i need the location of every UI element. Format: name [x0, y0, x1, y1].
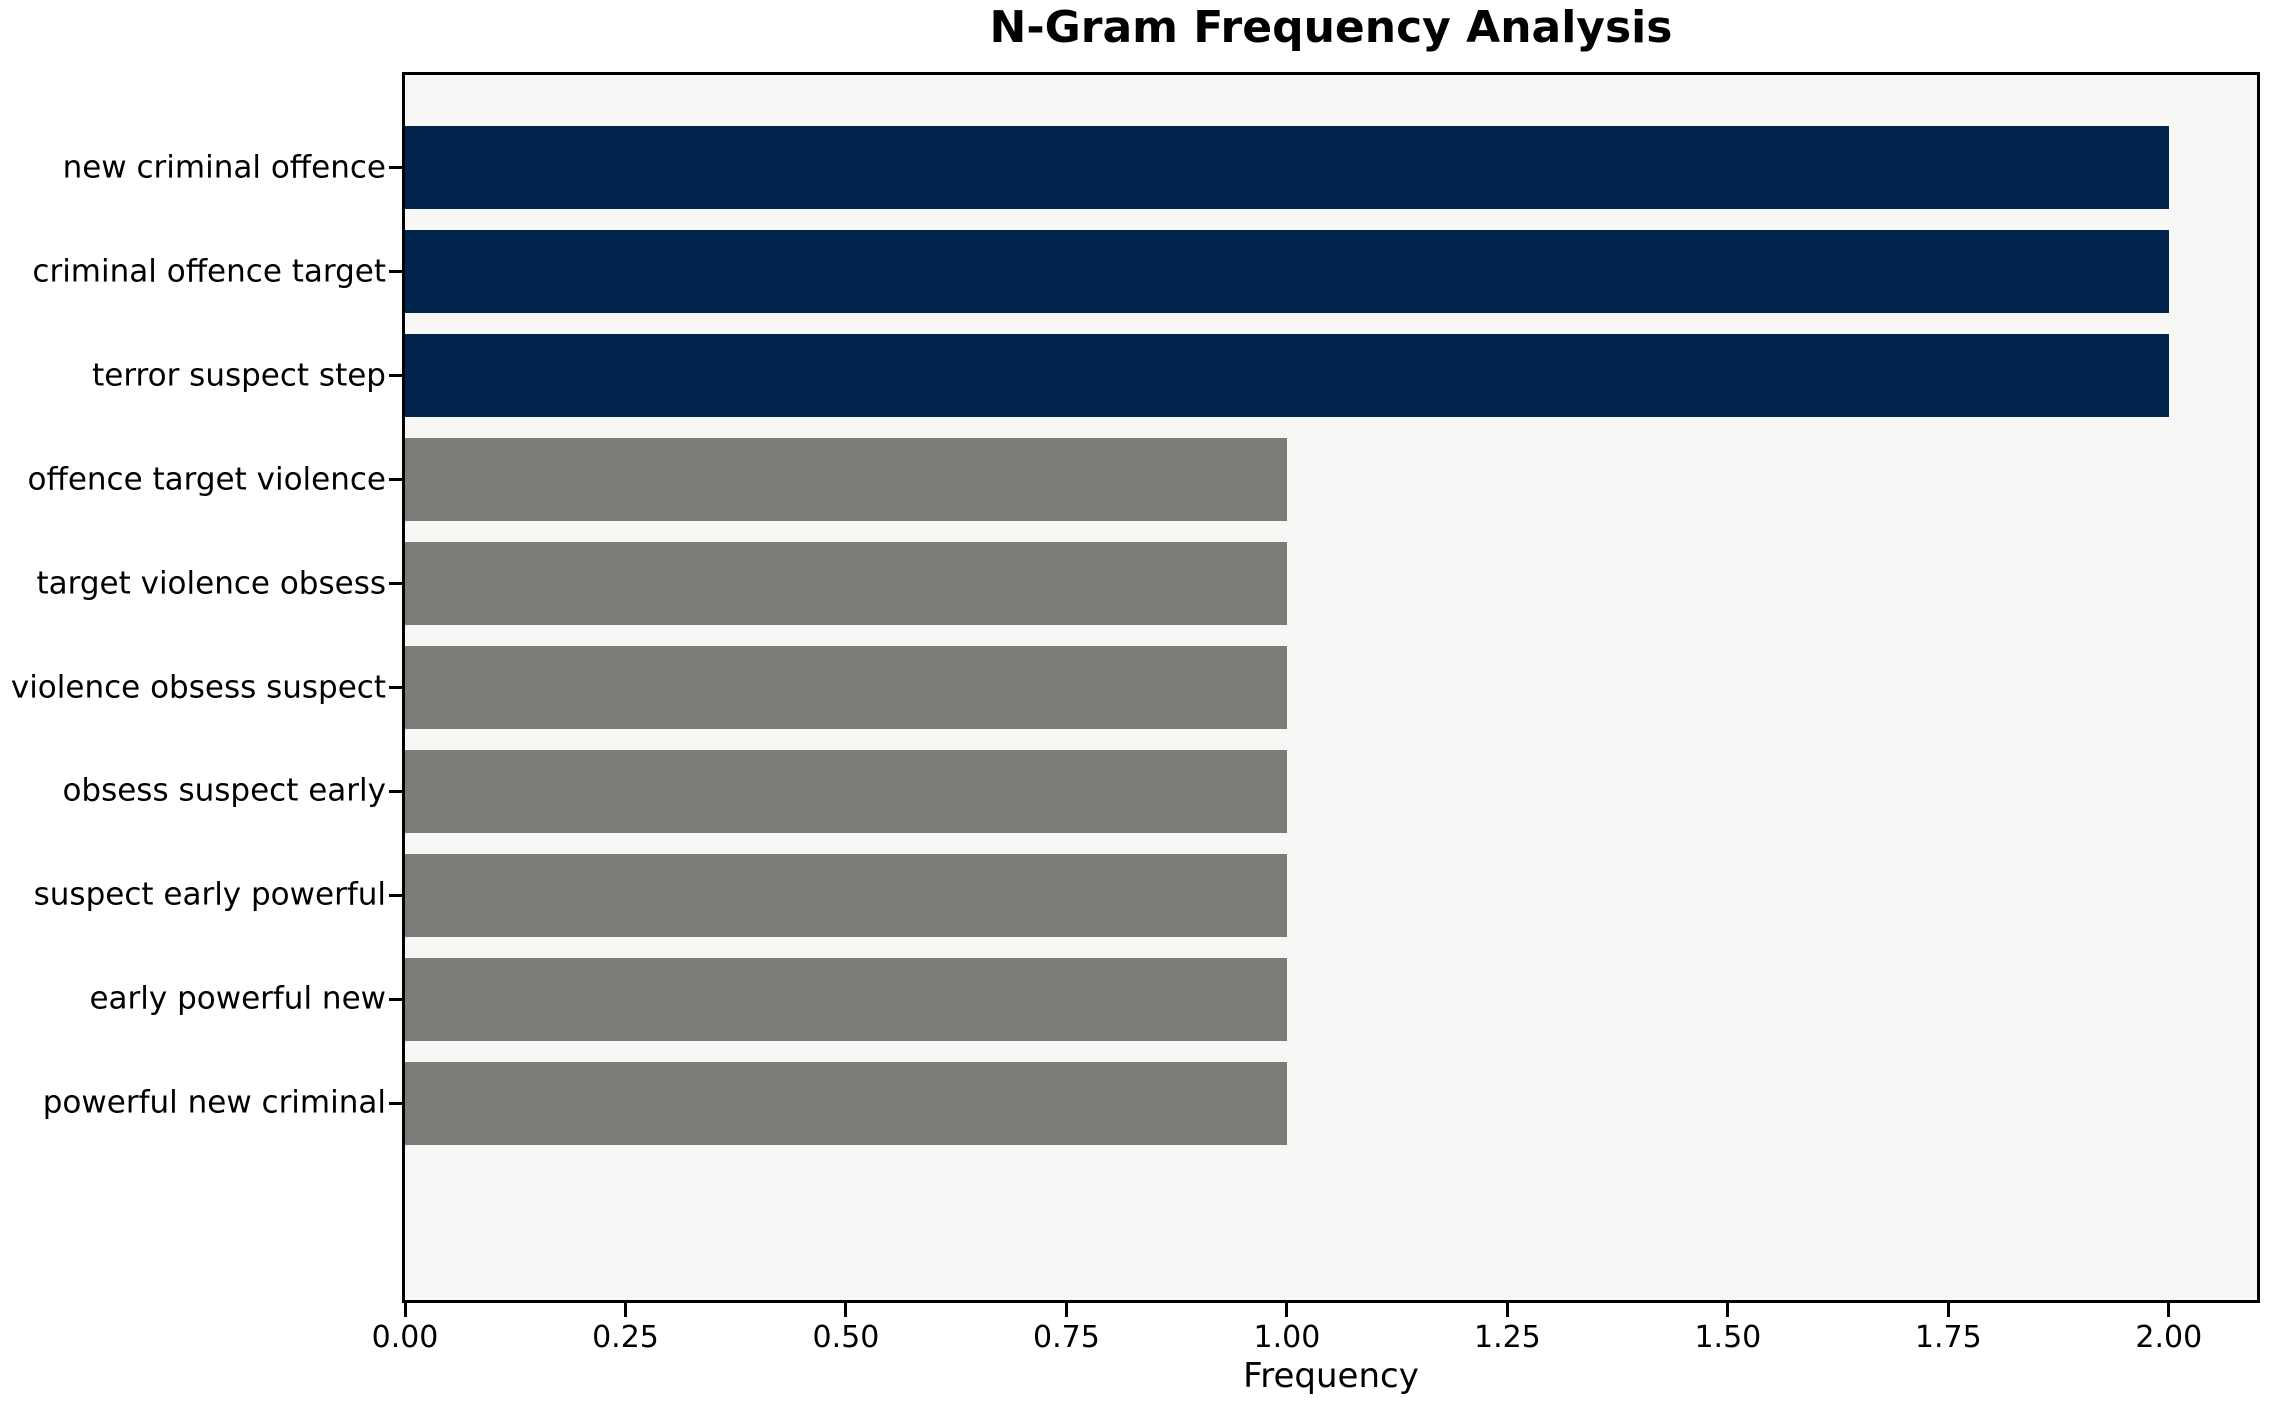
- bars-layer: [405, 75, 2257, 1300]
- x-tick-label: 0.50: [812, 1320, 880, 1355]
- bar: [405, 1061, 1287, 1146]
- x-tick-label: 0.25: [592, 1320, 659, 1355]
- y-tick-label: offence target violence: [27, 461, 387, 498]
- y-tick: [389, 374, 402, 378]
- y-tick: [389, 582, 402, 585]
- y-tick: [389, 997, 402, 1001]
- y-tick: [389, 893, 402, 897]
- x-tick-label: 1.50: [1694, 1320, 1762, 1355]
- y-tick-label: terror suspect step: [92, 357, 386, 394]
- bar: [405, 541, 1287, 626]
- bar: [405, 229, 2169, 314]
- bar: [405, 853, 1287, 938]
- x-axis-title: Frequency: [1243, 1356, 1419, 1396]
- x-tick: [2167, 1303, 2171, 1317]
- y-tick-label: violence obsess suspect: [10, 669, 386, 705]
- x-tick-label: 1.25: [1473, 1320, 1541, 1355]
- x-tick: [1505, 1303, 1509, 1317]
- bar: [405, 957, 1287, 1042]
- plot-area: [402, 72, 2260, 1303]
- x-tick-label: 1.00: [1253, 1320, 1321, 1355]
- y-tick-label: suspect early powerful: [33, 876, 386, 913]
- bar: [405, 645, 1287, 730]
- y-tick: [389, 1101, 402, 1105]
- x-tick-label: 2.00: [2135, 1320, 2203, 1355]
- y-tick: [389, 789, 402, 793]
- y-tick-label: obsess suspect early: [62, 772, 386, 809]
- x-tick: [1726, 1303, 1730, 1317]
- y-tick: [389, 686, 402, 689]
- x-tick: [1946, 1303, 1950, 1317]
- x-tick: [403, 1303, 407, 1317]
- y-tick: [389, 478, 402, 482]
- x-tick-label: 0.00: [371, 1320, 439, 1355]
- bar: [405, 749, 1287, 834]
- chart-title: N-Gram Frequency Analysis: [989, 2, 1673, 53]
- bar: [405, 125, 2169, 210]
- y-tick: [389, 166, 402, 170]
- y-tick-label: powerful new criminal: [42, 1084, 386, 1121]
- y-tick: [389, 270, 402, 274]
- x-tick-label: 1.75: [1914, 1320, 1982, 1355]
- y-tick-label: criminal offence target: [32, 253, 386, 290]
- y-tick-label: target violence obsess: [36, 565, 386, 601]
- bar: [405, 437, 1287, 522]
- bar: [405, 333, 2169, 418]
- y-tick-label: early powerful new: [89, 980, 386, 1017]
- x-tick: [1285, 1303, 1289, 1317]
- x-tick: [844, 1303, 848, 1317]
- x-tick: [623, 1303, 627, 1317]
- x-tick: [1064, 1303, 1068, 1317]
- y-tick-label: new criminal offence: [62, 149, 386, 186]
- x-tick-label: 0.75: [1033, 1320, 1100, 1355]
